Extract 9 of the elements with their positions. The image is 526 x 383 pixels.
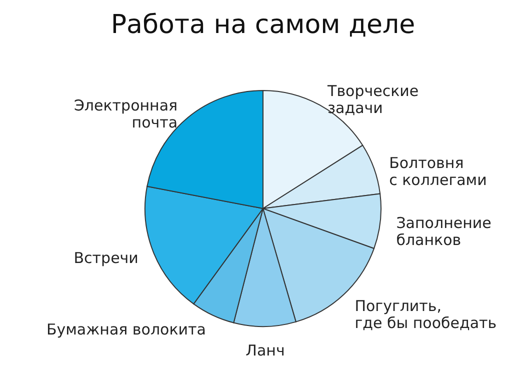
slice-label: Электронная почта (74, 96, 178, 132)
slice-label: Встречи (74, 248, 138, 267)
slice-label: Бумажная волокита (46, 320, 206, 339)
slice-label: Заполнение бланков (396, 214, 492, 250)
slice-label: Болтовня с коллегами (389, 154, 487, 190)
chart-title: Работа на самом деле (110, 10, 416, 40)
slice-label: Творческие задачи (326, 82, 419, 118)
slice-label: Ланч (246, 341, 285, 360)
slice-label: Погуглить, где бы пообедать (354, 297, 497, 332)
